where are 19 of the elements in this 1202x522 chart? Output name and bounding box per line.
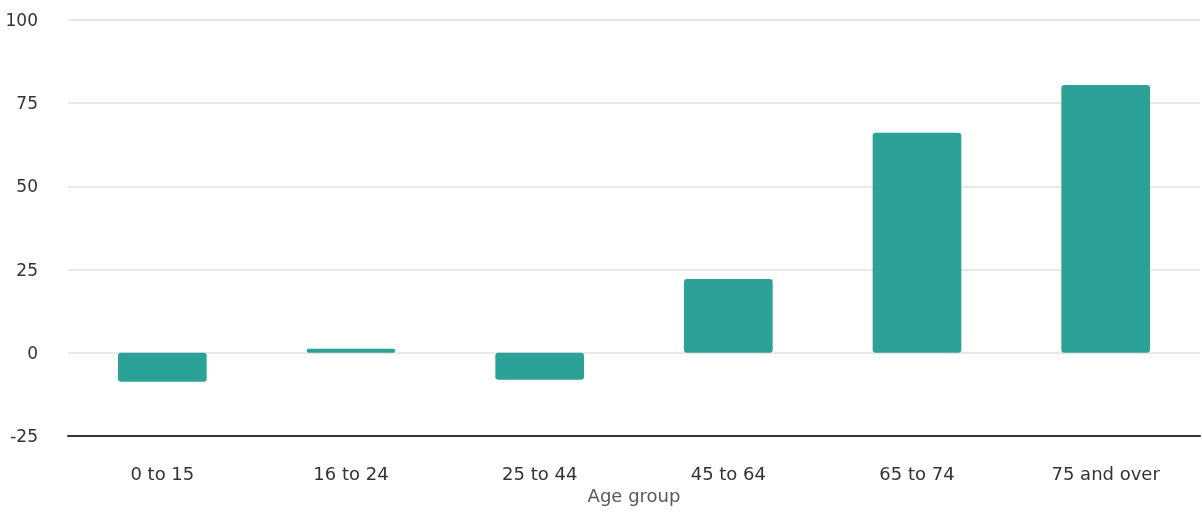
y-tick-label: 50 (16, 176, 38, 197)
y-tick-label: -25 (10, 426, 38, 446)
x-tick-label: 45 to 64 (690, 462, 766, 484)
x-tick-label: 65 to 74 (879, 462, 955, 484)
bar (306, 348, 396, 353)
x-tick-label: 25 to 44 (502, 462, 578, 484)
bar (872, 132, 962, 353)
y-tick-label: 0 (27, 342, 38, 363)
y-tick-label: 100 (5, 10, 38, 30)
bar (684, 278, 773, 353)
x-axis-title: Age group (587, 485, 681, 507)
bar (118, 352, 207, 382)
x-tick-label: 16 to 24 (313, 462, 389, 484)
y-tick-label: 25 (16, 259, 38, 280)
bar (1061, 84, 1150, 353)
bar (495, 352, 584, 380)
x-tick-label: 0 to 15 (130, 462, 195, 484)
y-tick-label: 75 (16, 93, 38, 114)
x-tick-label: 75 and over (1051, 462, 1161, 484)
